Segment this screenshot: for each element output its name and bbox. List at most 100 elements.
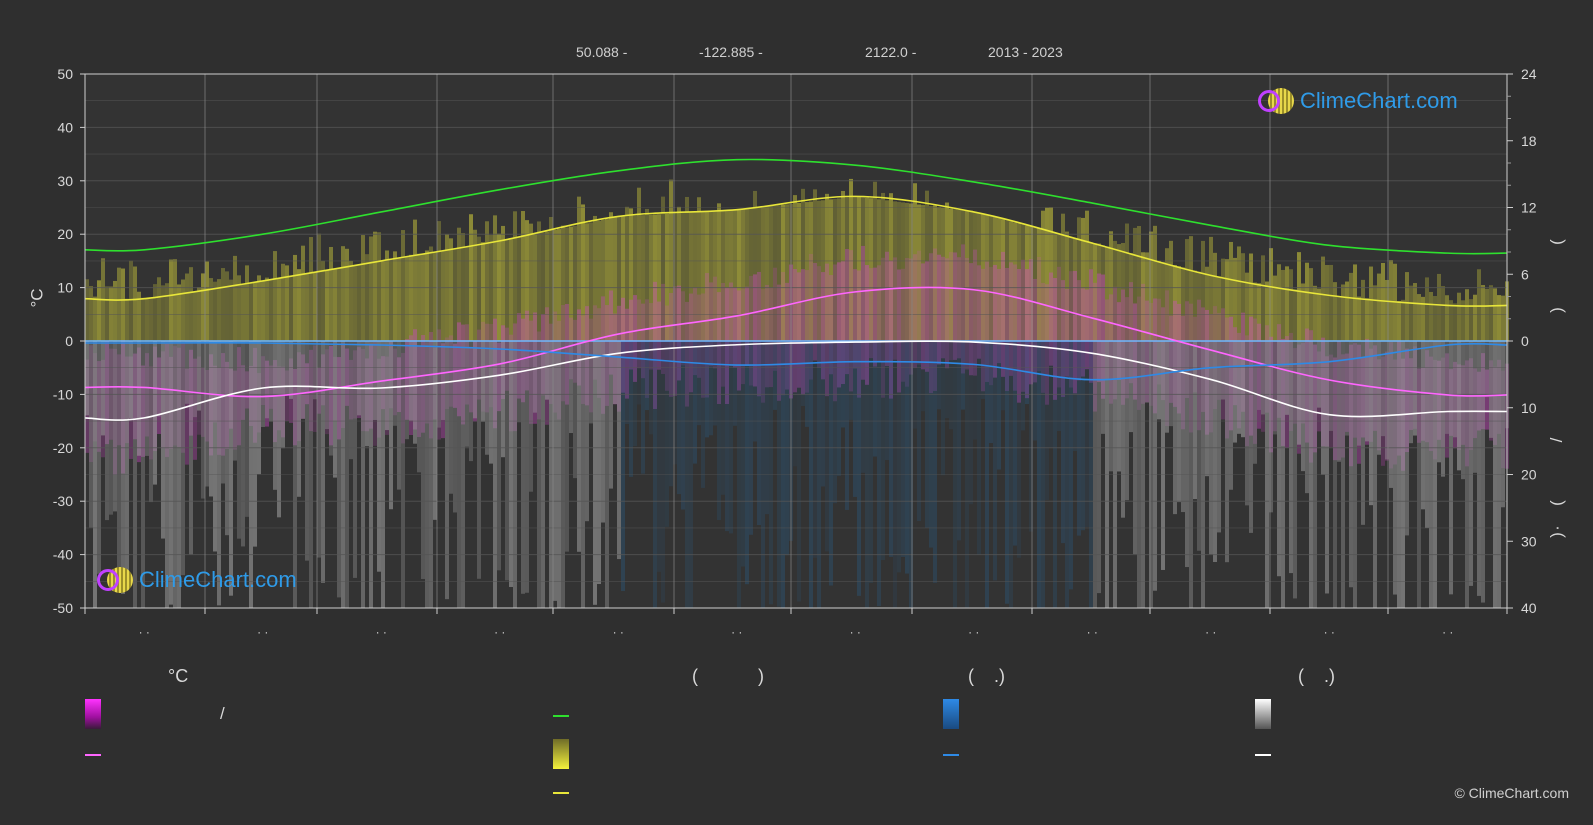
rain-texture-stripe: [957, 341, 961, 541]
sunshine-texture-stripe: [1493, 288, 1497, 341]
sunshine-texture-stripe: [1357, 296, 1361, 341]
legend-temp-max-line: [85, 754, 101, 756]
temperature-range-stripe: [749, 275, 753, 386]
temperature-range-stripe: [461, 324, 465, 425]
rain-texture-stripe: [905, 341, 909, 574]
snow-texture-stripe: [1393, 341, 1397, 595]
logo-text: ClimeChart.com: [139, 567, 297, 592]
sunshine-texture-stripe: [553, 229, 557, 341]
sunshine-texture-stripe: [261, 281, 265, 341]
sunshine-texture-stripe: [1133, 227, 1137, 341]
sunshine-texture-stripe: [697, 197, 701, 341]
sunshine-texture-stripe: [105, 286, 109, 341]
snow-texture-stripe: [1257, 341, 1261, 410]
snow-texture-stripe: [289, 341, 293, 399]
sunshine-texture-stripe: [1041, 210, 1045, 341]
sunshine-texture-stripe: [657, 214, 661, 341]
sunshine-texture-stripe: [241, 284, 245, 341]
legend-temp-head: °C: [168, 666, 189, 686]
sunshine-texture-stripe: [741, 209, 745, 341]
temperature-range-stripe: [421, 335, 425, 433]
sunshine-texture-stripe: [581, 204, 585, 341]
sunshine-texture-stripe: [121, 268, 125, 341]
sunshine-texture-stripe: [677, 206, 681, 341]
temperature-range-stripe: [889, 260, 893, 399]
temperature-range-stripe: [1349, 344, 1353, 467]
snow-texture-stripe: [1485, 341, 1489, 398]
temperature-range-stripe: [477, 329, 481, 400]
sunshine-texture-stripe: [757, 207, 761, 341]
sunshine-texture-stripe: [949, 208, 953, 341]
rain-texture-stripe: [993, 341, 997, 581]
temperature-range-stripe: [1145, 300, 1149, 403]
sunshine-texture-stripe: [125, 298, 129, 341]
sunshine-texture-stripe: [1249, 253, 1253, 341]
left-tick-label: -30: [53, 493, 73, 509]
sunshine-texture-stripe: [945, 202, 949, 341]
snow-texture-stripe: [301, 341, 305, 419]
month-label: · ·: [257, 625, 268, 639]
sunshine-texture-stripe: [1161, 261, 1165, 341]
sunshine-texture-stripe: [841, 190, 845, 341]
sunshine-texture-stripe: [1337, 296, 1341, 341]
snow-texture-stripe: [1337, 341, 1341, 462]
sunshine-texture-stripe: [825, 193, 829, 341]
sunshine-texture-stripe: [1157, 260, 1161, 341]
sunshine-texture-stripe: [97, 280, 101, 341]
sunshine-texture-stripe: [293, 254, 297, 341]
sunshine-texture-stripe: [977, 212, 981, 341]
temperature-range-stripe: [969, 263, 973, 376]
sunshine-texture-stripe: [1281, 269, 1285, 341]
temperature-range-stripe: [1417, 368, 1421, 443]
sunshine-texture-stripe: [1153, 225, 1157, 341]
sunshine-texture-stripe: [1177, 266, 1181, 341]
snow-texture-stripe: [1449, 341, 1453, 595]
snow-texture-stripe: [221, 341, 225, 484]
snow-texture-stripe: [1317, 341, 1321, 408]
temperature-range-stripe: [1313, 344, 1317, 453]
sunshine-texture-stripe: [133, 266, 137, 341]
sunshine-texture-stripe: [1093, 243, 1097, 341]
snow-texture-stripe: [393, 341, 397, 426]
sunshine-texture-stripe: [469, 214, 473, 341]
snow-texture-stripe: [485, 341, 489, 455]
sunshine-texture-stripe: [137, 291, 141, 341]
snow-texture-stripe: [1461, 341, 1465, 480]
temperature-range-stripe: [985, 261, 989, 382]
sunshine-texture-stripe: [993, 217, 997, 341]
logo-top[interactable]: ClimeChart.com: [1258, 88, 1458, 114]
sunshine-texture-stripe: [1365, 298, 1369, 341]
sunshine-texture-stripe: [417, 253, 421, 341]
sunshine-texture-stripe: [737, 209, 741, 341]
right-axis-label-glyph: (: [1547, 239, 1566, 245]
rain-texture-stripe: [741, 341, 745, 567]
snow-texture-stripe: [297, 341, 301, 497]
sunshine-texture-stripe: [333, 269, 337, 341]
sunshine-texture-stripe: [749, 208, 753, 341]
temperature-range-stripe: [645, 299, 649, 398]
rain-texture-stripe: [1005, 341, 1009, 604]
sunshine-texture-stripe: [585, 223, 589, 341]
sunshine-texture-stripe: [1469, 299, 1473, 341]
rain-texture-stripe: [869, 341, 873, 583]
snow-texture-stripe: [617, 341, 621, 560]
sunshine-texture-stripe: [909, 203, 913, 341]
sunshine-texture-stripe: [1089, 242, 1093, 341]
sunshine-texture-stripe: [661, 196, 665, 341]
temperature-range-stripe: [117, 354, 121, 446]
snow-texture-stripe: [1101, 341, 1105, 434]
snow-texture-stripe: [1277, 341, 1281, 577]
rain-texture-stripe: [1069, 341, 1073, 590]
rain-texture-stripe: [821, 341, 825, 487]
logo-bottom[interactable]: ClimeChart.com: [97, 567, 297, 593]
sunshine-texture-stripe: [1113, 240, 1117, 341]
sunshine-texture-stripe: [629, 208, 633, 341]
temperature-range-stripe: [829, 275, 833, 375]
temperature-range-stripe: [1085, 289, 1089, 370]
snow-texture-stripe: [1197, 341, 1201, 551]
rain-texture-stripe: [841, 341, 845, 428]
temperature-range-stripe: [973, 249, 977, 376]
temperature-range-stripe: [861, 245, 865, 380]
temperature-range-stripe: [133, 353, 137, 440]
sunshine-texture-stripe: [113, 280, 117, 341]
